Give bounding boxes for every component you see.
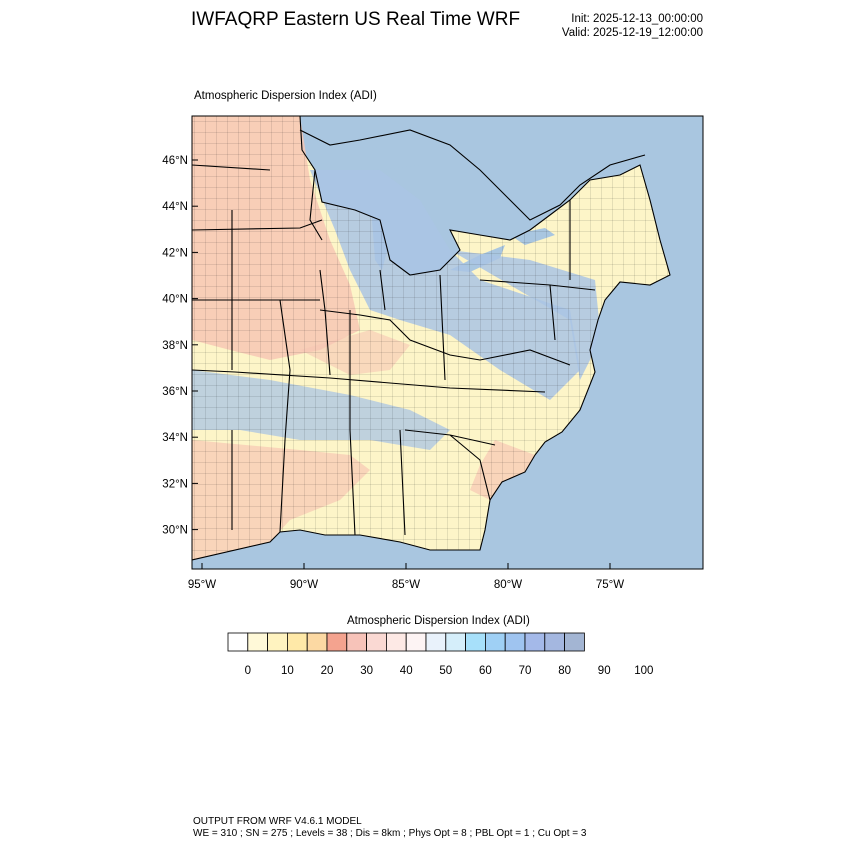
colorbar-label: 50 [439, 665, 452, 677]
lat-tick-label: 44°N [162, 201, 188, 213]
colorbar: 0 10 20 30 40 50 60 70 80 90 100 [227, 632, 654, 677]
colorbar-box [227, 632, 249, 652]
canada-border [299, 129, 646, 221]
map-frame [191, 115, 704, 570]
lake-huron [412, 180, 465, 240]
lon-tick-label: 90°W [290, 579, 318, 591]
lat-tick-label: 40°N [162, 294, 188, 306]
map-subtitle: Atmospheric Dispersion Index (ADI) [194, 90, 377, 102]
colorbar-label: 40 [400, 665, 413, 677]
colorbar-box [544, 632, 565, 652]
colorbar-label: 30 [360, 665, 373, 677]
colorbar-box [326, 632, 348, 652]
lat-tick-label: 32°N [162, 478, 188, 490]
map-area [192, 116, 703, 569]
colorbar-boxes [227, 632, 585, 652]
county-grid [192, 116, 670, 560]
colorbar-label: 70 [519, 665, 532, 677]
latitude-axis: 46°N 44°N 42°N 40°N 38°N 36°N 34°N 32°N 30°N [162, 155, 198, 537]
colorbar-label: 80 [558, 665, 571, 677]
adi-map: 46°N 44°N 42°N 40°N 38°N 36°N 34°N 32°N 30°N 95°… [162, 115, 704, 591]
lat-tick-label: 42°N [162, 247, 188, 259]
model-config-note: WE = 310 ; SN = 275 ; Levels = 38 ; Dis … [193, 828, 587, 839]
lat-tick-label: 38°N [162, 340, 188, 352]
colorbar-box [504, 632, 526, 652]
colorbar-box [405, 632, 427, 652]
colorbar-label: 100 [634, 665, 653, 677]
colorbar-box [445, 632, 467, 652]
colorbar-label: 90 [598, 665, 611, 677]
longitude-axis: 95°W 90°W 85°W 80°W 75°W [188, 563, 624, 591]
colorbar-box [465, 632, 486, 652]
colorbar-box [425, 632, 447, 652]
lon-tick-label: 85°W [392, 579, 420, 591]
colorbar-box [484, 632, 506, 652]
colorbar-box [306, 632, 328, 652]
chart-title: IWFAQRP Eastern US Real Time WRF [191, 9, 521, 30]
colorbar-label: 0 [245, 665, 251, 677]
lon-tick-label: 95°W [188, 579, 216, 591]
lon-tick-label: 75°W [596, 579, 624, 591]
lake-superior [350, 140, 450, 170]
colorbar-box [267, 632, 288, 652]
colorbar-box [524, 632, 546, 652]
model-output-note: OUTPUT FROM WRF V4.6.1 MODEL [193, 816, 362, 827]
colorbar-box [287, 632, 308, 652]
lat-tick-label: 30°N [162, 525, 188, 537]
valid-time: Valid: 2025-12-19_12:00:00 [561, 27, 703, 39]
colorbar-label: 20 [321, 665, 334, 677]
colorbar-label: 60 [479, 665, 492, 677]
lat-tick-label: 36°N [162, 386, 188, 398]
state-borders [192, 116, 671, 561]
init-time: Init: 2025-12-13_00:00:00 [571, 13, 703, 25]
colorbar-box [346, 632, 368, 652]
colorbar-label: 10 [281, 665, 294, 677]
colorbar-box [564, 632, 585, 652]
colorbar-labels: 0 10 20 30 40 50 60 70 80 90 100 [245, 665, 654, 677]
colorbar-box [247, 632, 268, 652]
colorbar-box [366, 632, 387, 652]
colorbar-box [385, 632, 407, 652]
lon-tick-label: 80°W [494, 579, 522, 591]
lat-tick-label: 34°N [162, 432, 188, 444]
lat-tick-label: 46°N [162, 155, 188, 167]
colorbar-title: Atmospheric Dispersion Index (ADI) [347, 615, 530, 627]
